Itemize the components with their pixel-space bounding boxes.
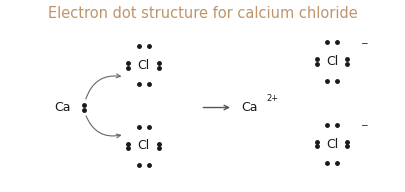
Text: Electron dot structure for calcium chloride: Electron dot structure for calcium chlor… [48,6,357,21]
Text: 2+: 2+ [266,94,278,103]
Text: Ca: Ca [241,101,258,114]
Text: Ca: Ca [55,101,71,114]
Text: Cl: Cl [326,55,338,68]
Text: Cl: Cl [138,59,150,72]
Text: Cl: Cl [138,139,150,152]
Text: −: − [360,120,367,129]
Text: Cl: Cl [326,137,338,151]
Text: −: − [360,38,367,47]
